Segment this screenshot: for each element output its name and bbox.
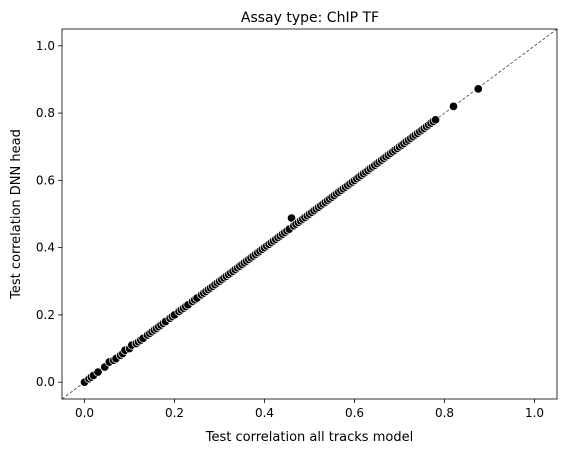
x-tick-label: 0.0 bbox=[75, 406, 94, 420]
data-point bbox=[473, 84, 483, 94]
y-tick-label: 0.8 bbox=[36, 106, 55, 120]
data-points bbox=[79, 84, 483, 387]
y-tick-label: 0.2 bbox=[36, 308, 55, 322]
y-tick-label: 0.4 bbox=[36, 241, 55, 255]
x-tick-label: 0.8 bbox=[435, 406, 454, 420]
plot-area bbox=[61, 28, 558, 400]
axes-frame bbox=[61, 28, 558, 400]
x-tick-label: 0.6 bbox=[345, 406, 364, 420]
x-axis-ticks: 0.0 0.2 0.4 0.6 0.8 1.0 bbox=[75, 399, 544, 420]
y-tick-label: 0.0 bbox=[36, 375, 55, 389]
data-point bbox=[430, 115, 441, 125]
y-axis-label: Test correlation DNN head bbox=[9, 129, 24, 300]
chart-title: Assay type: ChIP TF bbox=[241, 10, 379, 26]
data-point bbox=[93, 367, 103, 377]
x-tick-label: 0.2 bbox=[165, 406, 184, 420]
x-axis-label: Test correlation all tracks model bbox=[205, 430, 413, 445]
y-tick-label: 0.6 bbox=[36, 173, 55, 187]
data-point bbox=[448, 101, 459, 111]
y-axis-ticks: 0.0 0.2 0.4 0.6 0.8 1.0 bbox=[36, 39, 62, 389]
x-tick-label: 0.4 bbox=[255, 406, 274, 420]
x-tick-label: 1.0 bbox=[525, 406, 544, 420]
y-tick-label: 1.0 bbox=[36, 39, 55, 53]
